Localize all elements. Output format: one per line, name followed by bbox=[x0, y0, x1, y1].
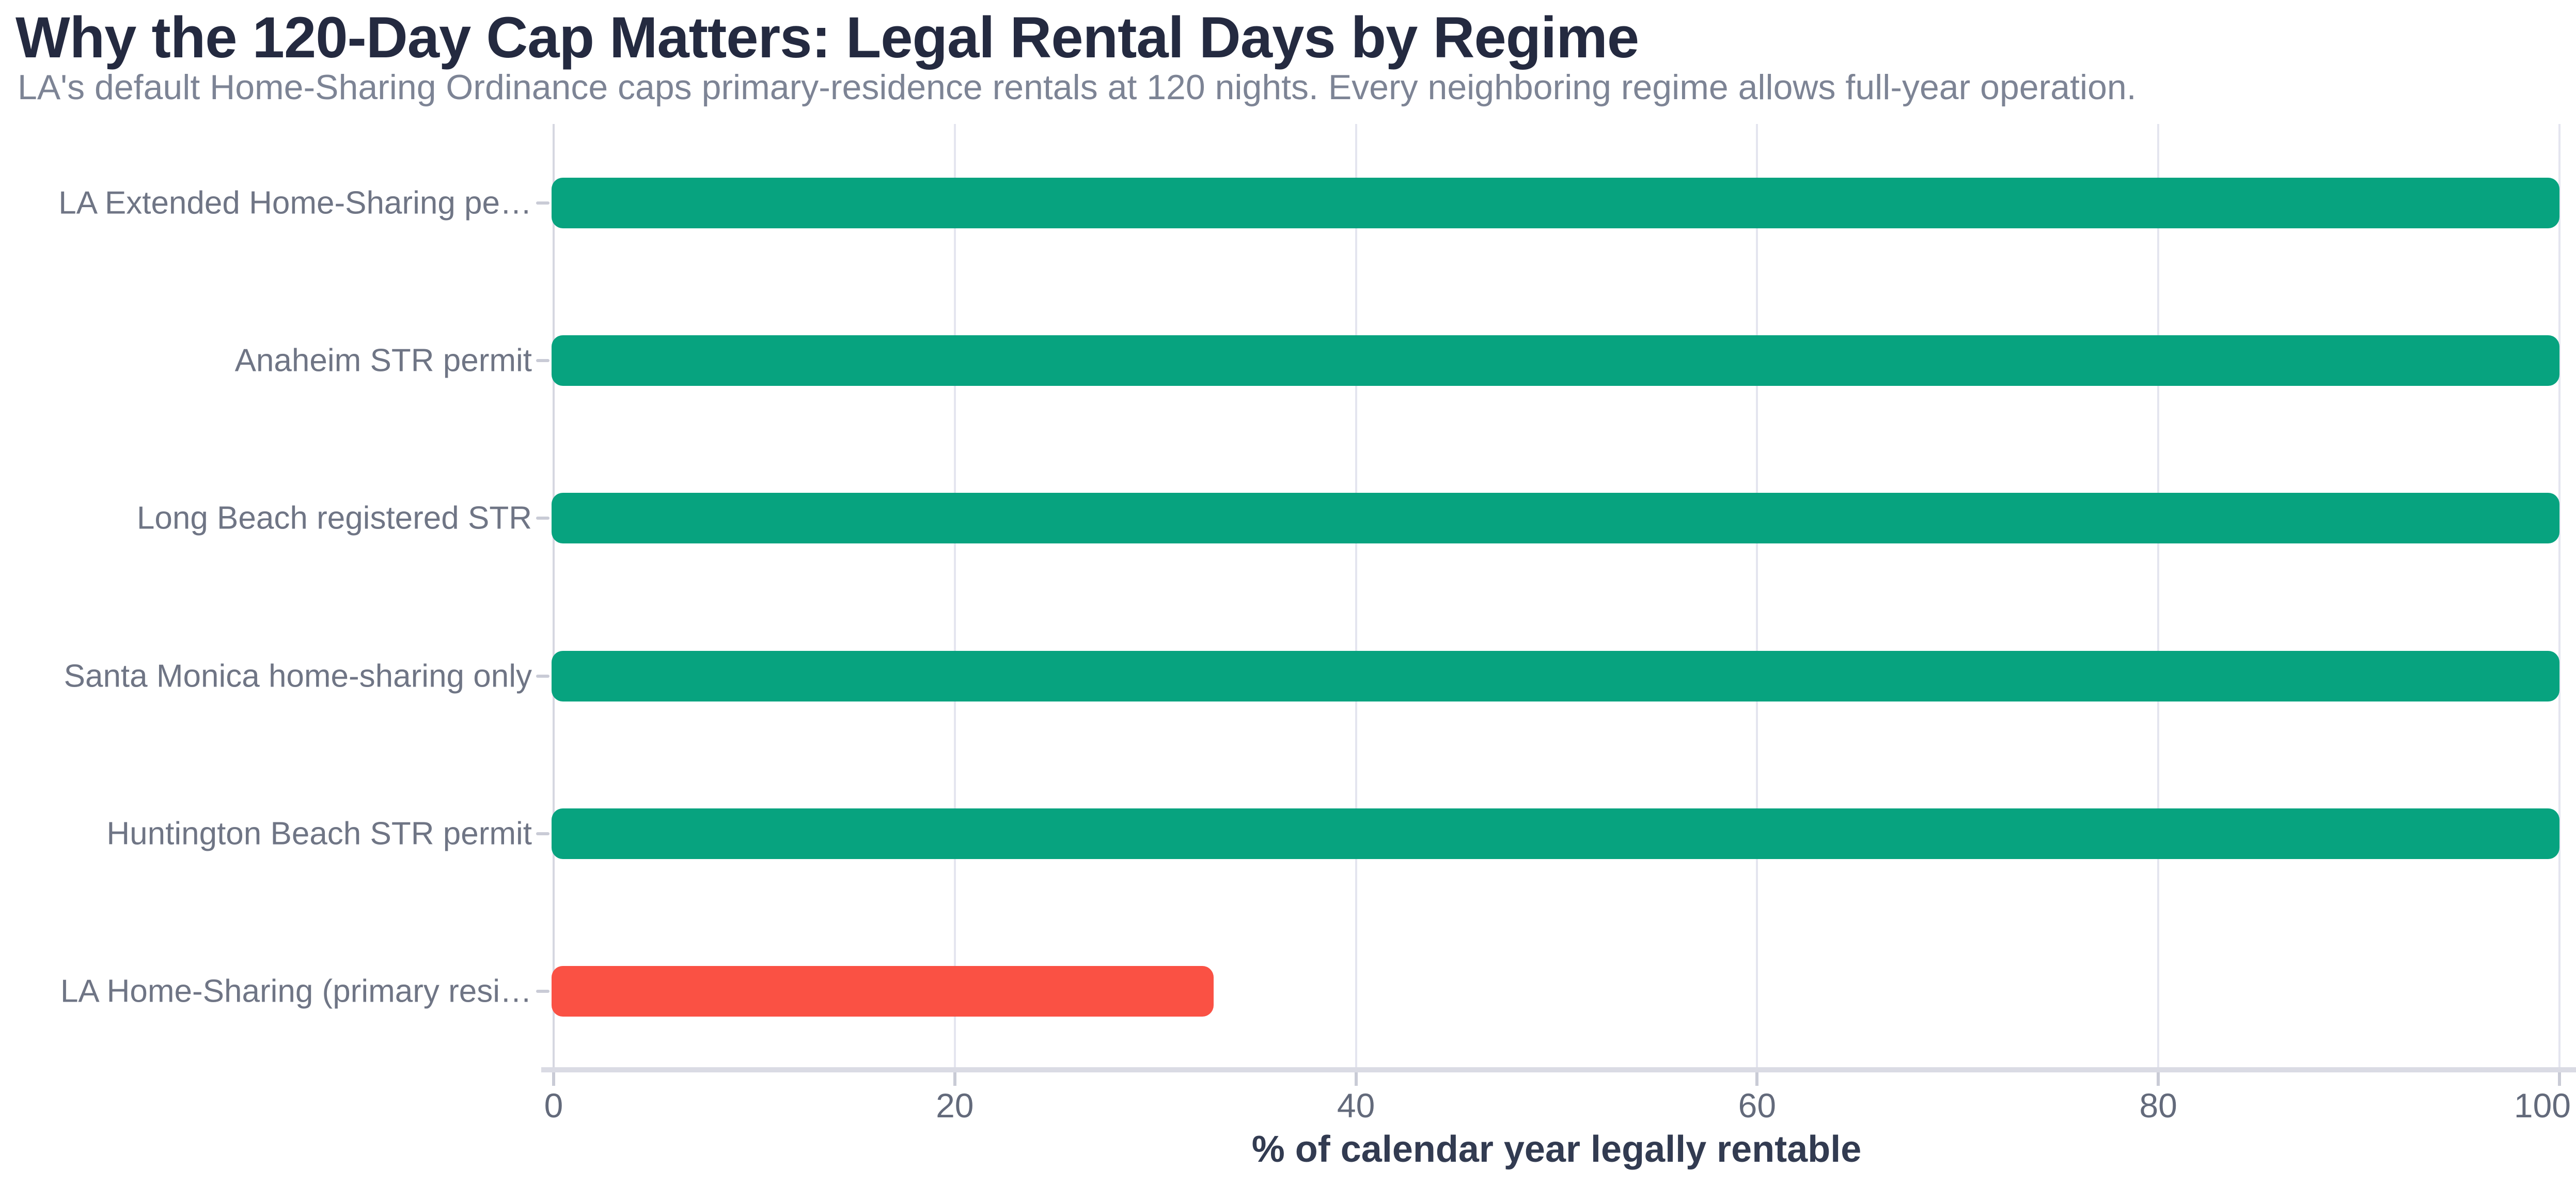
gridline bbox=[2558, 124, 2561, 1070]
bar bbox=[552, 493, 2559, 544]
y-axis-label: Long Beach registered STR bbox=[136, 500, 532, 536]
gridline bbox=[953, 124, 956, 1070]
x-tick bbox=[552, 1072, 555, 1086]
bar bbox=[552, 177, 2559, 228]
y-axis-label: LA Extended Home-Sharing pe… bbox=[58, 185, 532, 221]
x-axis-line bbox=[541, 1067, 2576, 1072]
x-tick-label: 40 bbox=[1337, 1086, 1375, 1125]
x-tick-label: 80 bbox=[2139, 1086, 2177, 1125]
y-tick bbox=[536, 201, 549, 205]
chart-subtitle: LA's default Home-Sharing Ordinance caps… bbox=[18, 68, 2137, 107]
x-tick bbox=[2157, 1072, 2160, 1086]
plot-area bbox=[552, 124, 2561, 1070]
x-tick bbox=[953, 1072, 956, 1086]
chart-title: Why the 120-Day Cap Matters: Legal Renta… bbox=[15, 5, 1639, 70]
x-tick-label: 20 bbox=[936, 1086, 974, 1125]
x-tick-label: 0 bbox=[544, 1086, 563, 1125]
y-tick bbox=[536, 674, 549, 678]
gridline bbox=[1756, 124, 1758, 1070]
gridline bbox=[553, 124, 555, 1070]
y-tick bbox=[536, 359, 549, 362]
y-tick bbox=[536, 832, 549, 835]
y-tick bbox=[536, 990, 549, 993]
y-axis-label: Huntington Beach STR permit bbox=[106, 816, 532, 852]
bar bbox=[552, 650, 2559, 701]
x-tick-label: 60 bbox=[1738, 1086, 1777, 1125]
y-axis-label: Santa Monica home-sharing only bbox=[64, 658, 532, 694]
gridline bbox=[1355, 124, 1357, 1070]
y-axis-label: Anaheim STR permit bbox=[234, 342, 532, 379]
bar bbox=[552, 966, 1214, 1017]
x-tick-label: 100 bbox=[2514, 1086, 2571, 1125]
x-axis-title: % of calendar year legally rentable bbox=[1251, 1129, 1862, 1170]
x-tick bbox=[1755, 1072, 1759, 1086]
x-tick bbox=[1354, 1072, 1358, 1086]
gridline bbox=[2157, 124, 2160, 1070]
x-tick bbox=[2558, 1072, 2561, 1086]
bar bbox=[552, 335, 2559, 386]
y-axis-label: LA Home-Sharing (primary resi… bbox=[60, 973, 532, 1009]
y-tick bbox=[536, 517, 549, 520]
bar bbox=[552, 808, 2559, 859]
